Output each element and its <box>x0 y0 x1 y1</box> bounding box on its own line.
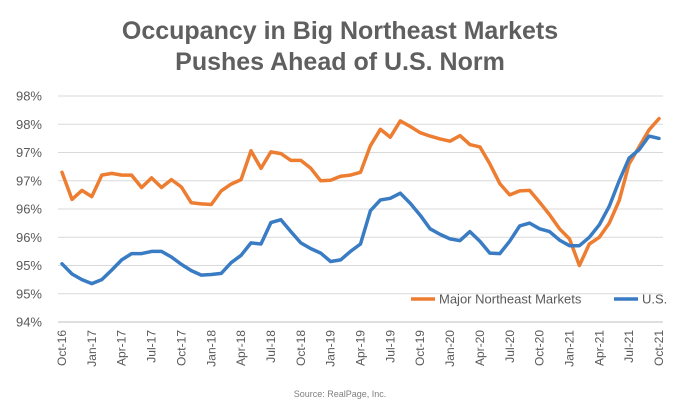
y-tick-label-6: 97% <box>16 145 42 160</box>
x-tick-label-13: Jan-20 <box>443 330 457 367</box>
x-tick-label-2: Apr-17 <box>115 330 129 366</box>
x-tick-label-18: Apr-21 <box>592 330 606 366</box>
x-tick-label-19: Jul-21 <box>622 330 636 363</box>
y-tick-label-2: 95% <box>16 258 42 273</box>
x-tick-label-20: Oct-21 <box>652 330 666 366</box>
x-tick-label-10: Apr-19 <box>354 330 368 366</box>
x-tick-label-11: Jul-19 <box>383 330 397 363</box>
x-tick-label-17: Jan-21 <box>562 330 576 367</box>
y-tick-label-3: 96% <box>16 230 42 245</box>
x-tick-label-3: Jul-17 <box>145 330 159 363</box>
x-tick-label-9: Jan-19 <box>324 330 338 367</box>
x-tick-label-15: Jul-20 <box>503 330 517 363</box>
x-tick-label-6: Apr-18 <box>234 330 248 366</box>
x-tick-label-0: Oct-16 <box>55 330 69 366</box>
chart-title: Occupancy in Big Northeast Markets Pushe… <box>0 16 680 78</box>
y-tick-label-8: 98% <box>16 89 42 104</box>
x-tick-label-12: Oct-19 <box>413 330 427 366</box>
y-tick-label-0: 94% <box>16 315 42 330</box>
legend-item-us-label: U.S. <box>642 292 667 307</box>
x-tick-label-7: Jul-18 <box>264 330 278 363</box>
y-tick-label-4: 96% <box>16 202 42 217</box>
x-tick-label-8: Oct-18 <box>294 330 308 366</box>
series-line-major-northeast-markets <box>60 116 661 268</box>
x-tick-label-16: Oct-20 <box>533 330 547 366</box>
y-tick-label-5: 97% <box>16 173 42 188</box>
source-note: Source: RealPage, Inc. <box>293 389 387 399</box>
y-tick-label-1: 95% <box>16 286 42 301</box>
y-tick-label-7: 98% <box>16 117 42 132</box>
legend-item-northeast-label: Major Northeast Markets <box>439 292 582 307</box>
chart-title-line-1: Occupancy in Big Northeast Markets <box>121 17 559 45</box>
x-tick-label-5: Jan-18 <box>204 330 218 367</box>
series-line-us <box>60 134 661 286</box>
chart-title-line-2: Pushes Ahead of U.S. Norm <box>175 48 505 76</box>
x-tick-label-1: Jan-17 <box>85 330 99 367</box>
x-tick-label-4: Oct-17 <box>174 330 188 366</box>
x-tick-label-14: Apr-20 <box>473 330 487 366</box>
